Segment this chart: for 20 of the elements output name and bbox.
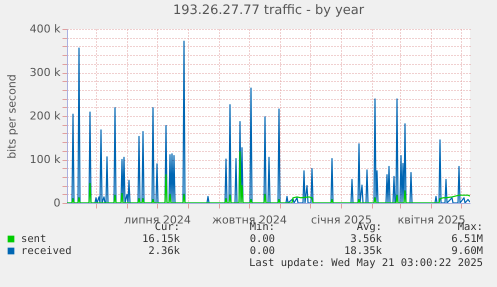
text: Avg:	[356, 221, 382, 233]
y-axis-title: bits per second	[6, 74, 19, 159]
text: 18.35k	[344, 245, 383, 257]
text: 2.36k	[148, 245, 181, 257]
y-tick-label: 400 k	[30, 22, 62, 36]
y-tick-label: 200 k	[30, 110, 62, 122]
text: Max:	[458, 221, 483, 233]
text: 9.60M	[451, 245, 483, 257]
legend-label: received	[21, 245, 72, 257]
text: 16.15k	[142, 233, 181, 245]
y-tick-label: 300 k	[30, 66, 62, 79]
legend-label: sent	[21, 233, 46, 245]
chart-title: 193.26.27.77 traffic - by year	[172, 3, 365, 18]
y-tick-label: 0	[54, 196, 60, 210]
text: 0.00	[250, 233, 275, 245]
text: 0.00	[250, 245, 275, 257]
y-tick-label: 100 k	[30, 153, 62, 166]
text: 3.56k	[350, 233, 383, 245]
text: 6.51M	[451, 233, 483, 245]
text: Last update: Wed May 21 03:00:22 2025	[249, 257, 483, 269]
